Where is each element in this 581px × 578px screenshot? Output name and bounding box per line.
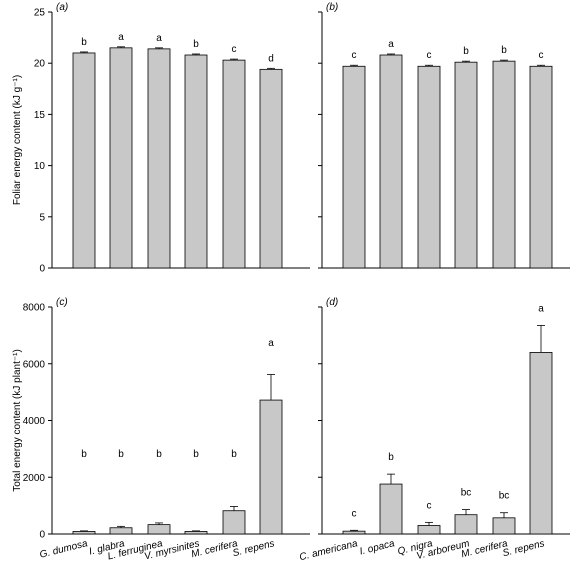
panel-d-bar	[492, 517, 516, 535]
panel-c-y-tick-label: 8000	[23, 303, 46, 314]
panel-a-significance-letter: d	[268, 53, 274, 64]
panel-d-bar	[529, 351, 553, 535]
panel-c-y-axis-title: Total energy content (kJ plant⁻¹)	[12, 349, 23, 492]
panel-b-bar	[492, 60, 516, 269]
panel-a-y-tick-label: 5	[39, 212, 45, 223]
panel-d-category-label: S. repens	[502, 538, 546, 559]
panel-c-label: (c)	[56, 297, 68, 308]
panel-c-bar	[147, 524, 171, 535]
panel-a-bar	[109, 47, 133, 269]
panel-d-significance-letter: bc	[461, 488, 472, 499]
panel-a-significance-letter: c	[232, 44, 237, 55]
panel-c-category-label: G. dumosa	[39, 538, 90, 561]
panel-b-significance-letter: c	[352, 50, 357, 61]
panel-d-significance-letter: b	[388, 452, 394, 463]
panel-b-significance-letter: b	[501, 45, 507, 56]
panel-b-significance-letter: b	[463, 46, 469, 57]
panel-a-significance-letter: a	[118, 32, 124, 43]
panel-c-bar	[222, 510, 246, 535]
panel-a-significance-letter: b	[81, 37, 87, 48]
panel-b-significance-letter: a	[388, 39, 394, 50]
panel-d-significance-letter: c	[427, 500, 432, 511]
panel-a-significance-letter: b	[193, 39, 199, 50]
panel-c-significance-letter: b	[81, 449, 87, 460]
panel-b-bar	[342, 65, 366, 269]
panel-b-bar	[417, 65, 441, 269]
panel-a-bar	[184, 54, 208, 269]
panel-d-label: (d)	[326, 297, 338, 308]
panel-c-significance-letter: a	[268, 338, 274, 349]
panel-a-y-axis-title: Foliar energy content (kJ g⁻¹)	[12, 75, 23, 205]
panel-c-y-tick-label: 4000	[23, 416, 46, 427]
panel-d-bar	[417, 525, 441, 535]
panel-d-bar	[379, 483, 403, 535]
panel-c-bar	[184, 531, 208, 535]
panel-c-bar	[109, 527, 133, 535]
panel-c-y-tick-label: 6000	[23, 359, 46, 370]
panel-d-significance-letter: bc	[499, 491, 510, 502]
panel-a-y-tick-label: 0	[39, 264, 45, 275]
panel-d-category-label: I. opaca	[359, 538, 397, 557]
panel-a-y-tick-label: 15	[34, 110, 46, 121]
panel-c-category-label: S. repens	[232, 538, 276, 559]
panel-a-y-tick-label: 25	[34, 8, 46, 19]
panel-b-significance-letter: c	[427, 50, 432, 61]
panel-d-bar	[454, 514, 478, 535]
panel-b-label: (b)	[326, 2, 338, 13]
panel-a-significance-letter: a	[156, 33, 162, 44]
panel-d-category-label: C. americana	[298, 538, 359, 563]
panel-c-significance-letter: b	[231, 449, 237, 460]
panel-c-significance-letter: b	[118, 449, 124, 460]
panel-a-bar	[222, 59, 246, 269]
panel-a-label: (a)	[56, 2, 68, 13]
panel-b-bar	[529, 65, 553, 269]
panel-c-y-tick-label: 0	[39, 530, 45, 541]
panel-c-significance-letter: b	[156, 449, 162, 460]
panel-a-bar	[259, 68, 283, 269]
panel-c-bar	[259, 399, 283, 535]
panel-a-y-tick-label: 20	[34, 59, 46, 70]
panel-b-significance-letter: c	[539, 50, 544, 61]
panel-b-bar	[379, 54, 403, 269]
panel-d-significance-letter: c	[352, 508, 357, 519]
panel-a-bar	[147, 48, 171, 269]
panel-d-bar	[342, 530, 366, 535]
panel-a-y-tick-label: 10	[34, 161, 46, 172]
panel-d-significance-letter: a	[538, 303, 544, 314]
panel-c-y-tick-label: 2000	[23, 473, 46, 484]
panel-b-bar	[454, 61, 478, 269]
panel-c-significance-letter: b	[193, 449, 199, 460]
panel-a-bar	[72, 52, 96, 269]
panel-c-bar	[72, 531, 96, 535]
